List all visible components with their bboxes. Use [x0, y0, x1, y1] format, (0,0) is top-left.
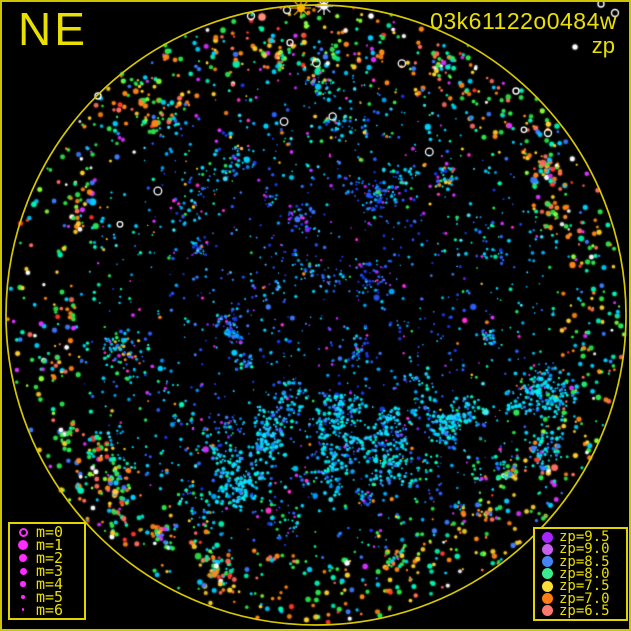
zeropoint-legend-label: zp=8.5	[559, 553, 610, 570]
colorbar-label: zp	[591, 33, 615, 58]
magnitude-legend-symbol-icon	[10, 594, 36, 599]
zeropoint-legend-symbol-icon	[535, 568, 559, 580]
magnitude-legend-symbol-icon	[10, 540, 36, 551]
magnitude-legend-label: m=0	[36, 523, 64, 542]
magnitude-legend-label: m=6	[36, 600, 64, 619]
zeropoint-legend-label: zp=9.5	[559, 529, 610, 546]
magnitude-legend: m=0 m=1 m=2 m=3 m=4 m=5 m=6	[8, 522, 86, 620]
zeropoint-legend: zp=9.5 zp=9.0 zp=8.5 zp=8.0 zp=7.5 zp=7.0 zp=6…	[533, 527, 628, 621]
magnitude-legend-row: m=0	[10, 523, 84, 542]
magnitude-legend-label: m=5	[36, 587, 64, 606]
magnitude-legend-row: m=2	[10, 549, 84, 568]
magnitude-legend-label: m=1	[36, 536, 64, 555]
zeropoint-legend-row: zp=8.0	[535, 565, 626, 582]
magnitude-legend-symbol-icon	[10, 553, 36, 563]
magnitude-legend-row: m=5	[10, 587, 84, 606]
magnitude-legend-symbol-icon	[10, 608, 36, 611]
magnitude-legend-label: m=3	[36, 562, 64, 580]
zeropoint-legend-label: zp=7.0	[559, 590, 610, 607]
magnitude-legend-symbol-icon	[10, 567, 36, 575]
zeropoint-legend-symbol-icon	[535, 605, 559, 617]
magnitude-legend-row: m=4	[10, 574, 84, 593]
zeropoint-legend-row: zp=8.5	[535, 553, 626, 570]
zeropoint-legend-symbol-icon	[535, 580, 559, 592]
zeropoint-legend-row: zp=9.0	[535, 541, 626, 558]
zeropoint-legend-row: zp=7.5	[535, 578, 626, 595]
magnitude-legend-symbol-icon	[10, 527, 36, 537]
zeropoint-legend-symbol-icon	[535, 543, 559, 555]
zeropoint-legend-label: zp=9.0	[559, 541, 610, 558]
zeropoint-legend-label: zp=6.5	[559, 602, 610, 619]
zeropoint-legend-row: zp=7.0	[535, 590, 626, 607]
zeropoint-legend-row: zp=6.5	[535, 602, 626, 619]
zeropoint-legend-symbol-icon	[535, 531, 559, 543]
magnitude-legend-symbol-icon	[10, 581, 36, 587]
zeropoint-legend-row: zp=9.5	[535, 529, 626, 546]
magnitude-legend-label: m=2	[36, 549, 64, 568]
image-title: 03k61122o0484w	[430, 8, 617, 34]
corner-label: NE	[18, 3, 88, 55]
magnitude-legend-row: m=6	[10, 600, 84, 619]
zeropoint-legend-symbol-icon	[535, 593, 559, 605]
zeropoint-legend-symbol-icon	[535, 556, 559, 568]
zeropoint-legend-label: zp=7.5	[559, 578, 610, 595]
magnitude-legend-row: m=1	[10, 536, 84, 555]
magnitude-legend-row: m=3	[10, 562, 84, 580]
zeropoint-legend-label: zp=8.0	[559, 565, 610, 582]
magnitude-legend-label: m=4	[36, 574, 64, 593]
